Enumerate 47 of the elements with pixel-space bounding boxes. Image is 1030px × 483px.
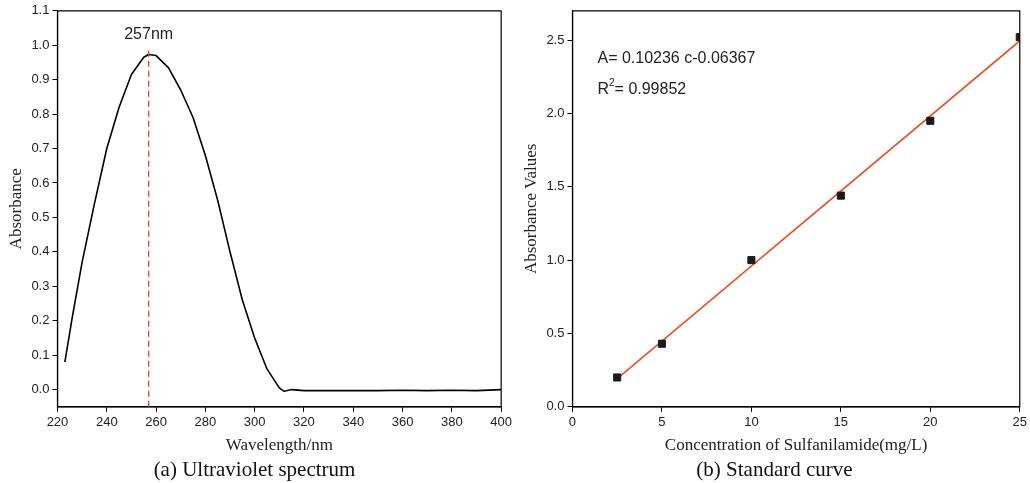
y-tick-label: 0.6: [31, 174, 50, 190]
y-tick-label: 0.2: [31, 312, 50, 328]
x-tick-label: 340: [342, 414, 365, 430]
x-tick-label: 260: [145, 414, 167, 430]
x-tick-label: 5: [658, 414, 666, 430]
x-tick-label: 360: [391, 414, 414, 430]
point: [747, 256, 756, 265]
point: [836, 191, 845, 200]
x-tick-label: 280: [194, 414, 217, 430]
x-tick-label: 15: [833, 414, 849, 430]
ref-line-label: 257nm: [124, 25, 174, 43]
x-tick-label: 400: [490, 414, 513, 430]
y-axis-title: Absorbance Values: [520, 143, 540, 275]
point: [926, 116, 935, 125]
x-tick-label: 320: [293, 414, 315, 430]
y-tick-label: 0.9: [31, 71, 50, 87]
y-tick-label: 0.5: [31, 208, 50, 224]
annotation: A= 0.10236 c-0.06367: [597, 49, 756, 67]
y-tick-label: 1.5: [546, 178, 565, 194]
x-tick-label: 10: [744, 414, 759, 430]
text: (a) Ultraviolet spectrum: [153, 456, 356, 481]
y-tick-label: 0.4: [31, 243, 50, 259]
x-tick-label: 25: [1012, 414, 1027, 430]
x-tick-label: 220: [46, 414, 69, 430]
y-tick-label: 0.8: [31, 105, 50, 121]
y-tick-label: 1.0: [31, 36, 50, 52]
y-tick-label: 1.1: [31, 2, 50, 18]
x-axis-title: Concentration of Sulfanilamide(mg/L): [664, 435, 928, 455]
x-tick-label: 240: [95, 414, 118, 430]
x-tick-label: 300: [243, 414, 266, 430]
y-tick-label: 0.7: [31, 140, 50, 156]
y-axis-title: Absorbance: [5, 168, 25, 250]
y-tick-label: 0.0: [546, 398, 565, 414]
y-tick-label: 0.1: [31, 346, 50, 362]
x-axis-title: Wavelength/nm: [225, 435, 333, 455]
y-tick-label: 0.0: [31, 381, 50, 397]
y-tick-label: 2.0: [546, 105, 565, 121]
x-tick-label: 380: [441, 414, 463, 430]
y-tick-label: 2.5: [546, 31, 565, 47]
text: (b) Standard curve: [696, 456, 853, 481]
x-tick-label: 20: [923, 414, 938, 430]
y-tick-label: 0.5: [546, 325, 565, 341]
point: [657, 339, 666, 348]
point: [613, 373, 622, 382]
y-tick-label: 1.0: [546, 251, 565, 267]
y-tick-label: 0.3: [31, 277, 50, 293]
x-tick-label: 0: [568, 414, 577, 430]
